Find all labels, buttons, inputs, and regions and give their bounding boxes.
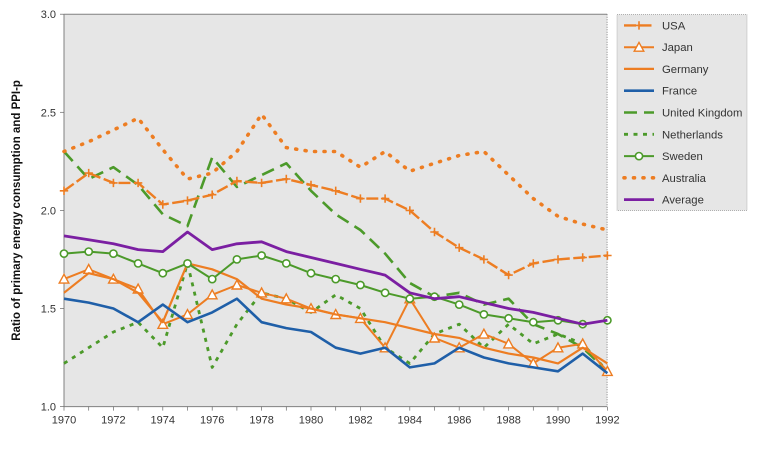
svg-text:1.5: 1.5 [41, 304, 56, 316]
svg-text:Ratio of primary energy consum: Ratio of primary energy consumption and … [11, 80, 23, 341]
svg-text:2.0: 2.0 [41, 205, 56, 217]
svg-text:Australia: Australia [662, 173, 707, 185]
svg-text:2.5: 2.5 [41, 107, 56, 119]
svg-text:1976: 1976 [200, 415, 224, 427]
svg-text:1986: 1986 [447, 415, 471, 427]
svg-text:Sweden: Sweden [662, 151, 703, 163]
svg-text:United Kingdom: United Kingdom [662, 108, 742, 120]
svg-text:1972: 1972 [101, 415, 125, 427]
svg-text:1992: 1992 [595, 415, 619, 427]
svg-text:1982: 1982 [348, 415, 372, 427]
svg-text:1974: 1974 [151, 415, 175, 427]
svg-text:1984: 1984 [398, 415, 422, 427]
svg-text:USA: USA [662, 20, 686, 32]
svg-text:France: France [662, 86, 697, 98]
svg-text:Germany: Germany [662, 64, 709, 76]
svg-text:Japan: Japan [662, 42, 693, 54]
svg-text:1988: 1988 [496, 415, 520, 427]
svg-text:1990: 1990 [546, 415, 570, 427]
svg-text:1.0: 1.0 [41, 402, 56, 414]
svg-text:3.0: 3.0 [41, 9, 56, 21]
svg-text:1980: 1980 [299, 415, 323, 427]
svg-text:Netherlands: Netherlands [662, 129, 723, 141]
svg-text:Average: Average [662, 195, 704, 207]
svg-text:1978: 1978 [249, 415, 273, 427]
svg-text:1970: 1970 [52, 415, 76, 427]
